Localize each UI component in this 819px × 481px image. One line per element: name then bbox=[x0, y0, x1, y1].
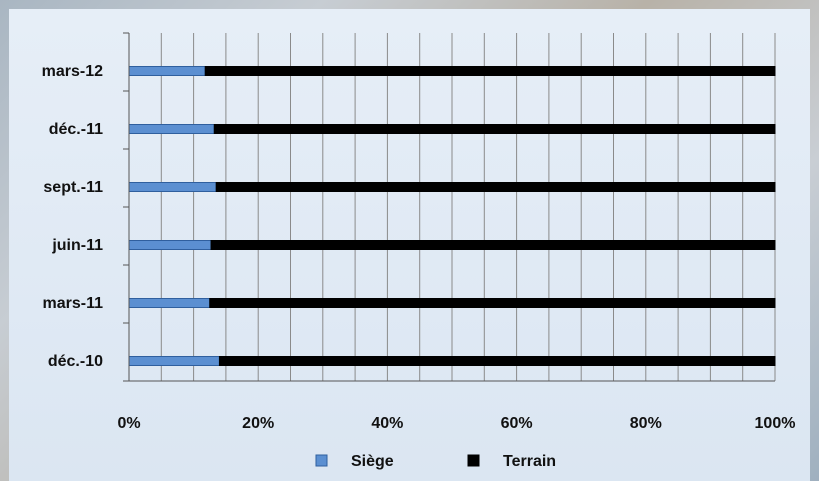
category-label: juin-11 bbox=[51, 237, 103, 254]
legend-swatch-siege bbox=[315, 454, 328, 467]
bar-siege bbox=[128, 298, 211, 308]
bar-terrain bbox=[213, 124, 776, 134]
category-label: sept.-11 bbox=[43, 179, 103, 196]
category-label: mars-12 bbox=[42, 63, 103, 80]
bar-terrain bbox=[210, 240, 776, 250]
bar-siege bbox=[128, 240, 212, 250]
bar-siege bbox=[128, 124, 215, 134]
bar-terrain bbox=[215, 182, 776, 192]
x-tick-label: 100% bbox=[755, 415, 796, 432]
category-label: mars-11 bbox=[43, 295, 104, 312]
category-label: déc.-11 bbox=[49, 121, 103, 138]
bar-terrain bbox=[204, 66, 776, 76]
x-tick-label: 20% bbox=[242, 415, 274, 432]
category-labels: déc.-10 mars-11 juin-11 sept.-11 déc.-11 mars… bbox=[42, 63, 103, 370]
legend-swatch-terrain bbox=[467, 454, 480, 467]
bar-terrain bbox=[209, 298, 776, 308]
grid-lines bbox=[160, 33, 776, 381]
tick-labels: 0% 20% 40% 60% 80% 100% bbox=[117, 415, 795, 432]
legend: Siège Terrain bbox=[315, 453, 556, 470]
x-tick-label: 0% bbox=[117, 415, 140, 432]
legend-label-terrain: Terrain bbox=[503, 453, 556, 470]
x-tick-label: 40% bbox=[371, 415, 403, 432]
axes bbox=[123, 32, 775, 382]
bar-terrain bbox=[218, 356, 776, 366]
bar-siege bbox=[128, 182, 217, 192]
bar-siege bbox=[128, 356, 220, 366]
x-tick-label: 80% bbox=[630, 415, 662, 432]
category-label: déc.-10 bbox=[48, 353, 103, 370]
bar-siege bbox=[128, 66, 206, 76]
legend-label-siege: Siège bbox=[351, 453, 394, 470]
bars bbox=[128, 66, 776, 366]
x-tick-label: 60% bbox=[501, 415, 533, 432]
